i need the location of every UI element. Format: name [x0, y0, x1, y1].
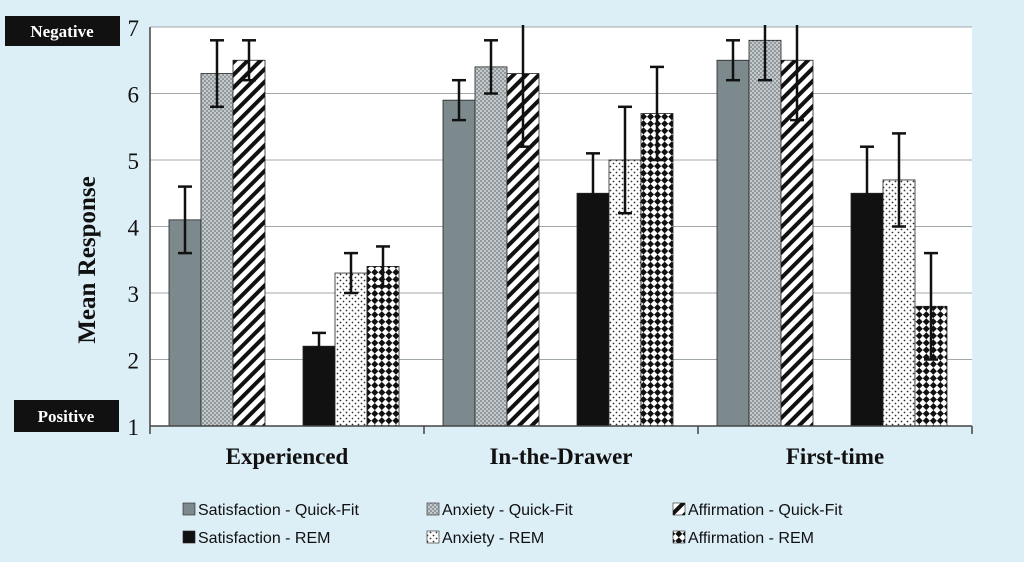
error-bars: [178, 25, 938, 361]
error-bar: [178, 185, 192, 255]
y-tick-label: 7: [128, 16, 140, 41]
error-bar: [726, 39, 740, 82]
legend-label: Satisfaction - Quick-Fit: [198, 502, 359, 519]
y-axis-title: Mean Response: [74, 176, 101, 343]
error-bar: [892, 132, 906, 228]
y-tick-labels: 1 2 3 4 5 6 7: [128, 16, 140, 440]
error-bar: [484, 39, 498, 95]
y-tick-label: 6: [128, 83, 140, 108]
legend: Satisfaction - Quick-Fit Anxiety - Quick-…: [182, 502, 843, 547]
legend-item: Anxiety - Quick-Fit: [426, 502, 573, 519]
legend-label: Anxiety - REM: [442, 530, 544, 547]
error-bar: [618, 105, 632, 215]
bar-checker: [366, 265, 400, 427]
y-tick-label: 5: [128, 149, 140, 174]
legend-swatch: [182, 530, 196, 544]
negative-label: Negative: [30, 22, 94, 41]
bar-checker: [640, 113, 674, 427]
error-bar: [312, 331, 326, 361]
error-bar: [516, 25, 530, 148]
positive-label: Positive: [38, 407, 95, 426]
bar-gray-dots: [474, 66, 508, 427]
legend-swatch: [182, 502, 196, 516]
y-tick-label: 2: [128, 349, 140, 374]
negative-annotation: Negative: [5, 16, 120, 46]
legend-swatch: [426, 530, 440, 544]
error-bar: [242, 39, 256, 82]
error-bar: [758, 25, 772, 82]
legend-label: Satisfaction - REM: [198, 530, 330, 547]
legend-item: Affirmation - Quick-Fit: [672, 502, 843, 519]
bar-solid-gray: [442, 99, 476, 427]
error-bar: [210, 39, 224, 109]
axes: [149, 27, 973, 434]
legend-item: Anxiety - REM: [426, 530, 544, 547]
x-category-labels: Experienced In-the-Drawer First-time: [226, 444, 885, 469]
legend-swatch: [672, 530, 686, 544]
legend-label: Affirmation - Quick-Fit: [688, 502, 843, 519]
y-tick-label: 4: [128, 216, 140, 241]
y-tick-label: 1: [128, 415, 140, 440]
legend-swatch: [426, 502, 440, 516]
error-bar: [860, 145, 874, 242]
legend-label: Affirmation - REM: [688, 530, 814, 547]
legend-item: Affirmation - REM: [672, 530, 814, 547]
bar-gray-dots: [200, 73, 234, 427]
legend-label: Anxiety - Quick-Fit: [442, 502, 573, 519]
legend-item: Satisfaction - REM: [182, 530, 330, 547]
error-bar: [586, 152, 600, 235]
x-category-label: In-the-Drawer: [489, 444, 632, 469]
bar-white-dots: [334, 272, 368, 427]
error-bar: [924, 251, 938, 361]
legend-swatch: [672, 502, 686, 516]
positive-annotation: Positive: [14, 400, 119, 432]
error-bar: [376, 245, 390, 288]
error-bar: [452, 78, 466, 122]
x-category-label: Experienced: [226, 444, 349, 469]
x-category-label: First-time: [786, 444, 884, 469]
y-tick-label: 3: [128, 282, 140, 307]
error-bar: [790, 25, 804, 122]
legend-item: Satisfaction - Quick-Fit: [182, 502, 359, 519]
bar-solid-gray: [716, 59, 750, 427]
bar-diagonal-stripes: [232, 59, 266, 427]
gridlines: [150, 26, 972, 360]
bar-gray-dots: [748, 39, 782, 427]
error-bar: [650, 65, 664, 162]
error-bar: [344, 251, 358, 295]
